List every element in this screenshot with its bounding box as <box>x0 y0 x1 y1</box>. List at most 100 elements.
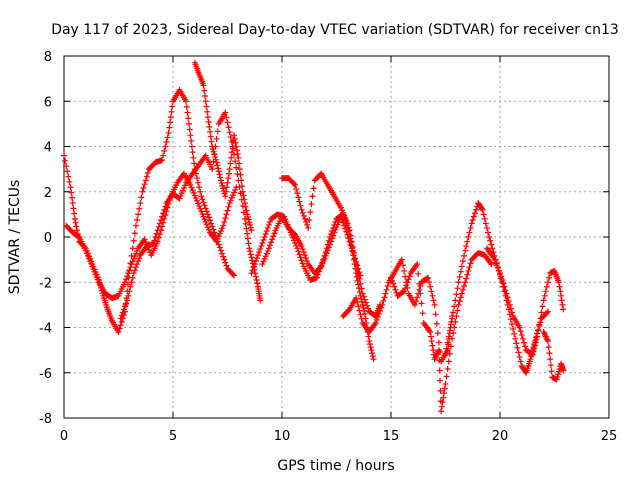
data-point <box>498 273 505 280</box>
data-point <box>231 189 238 196</box>
data-point <box>555 279 562 286</box>
data-point <box>293 186 300 193</box>
data-point <box>361 310 368 317</box>
data-point <box>451 303 458 310</box>
data-point <box>478 205 485 212</box>
data-point <box>226 166 233 173</box>
data-point <box>140 184 147 191</box>
data-point <box>345 224 352 231</box>
data-point <box>191 192 198 199</box>
data-point <box>348 239 355 246</box>
y-tick-label: -8 <box>39 412 52 427</box>
data-point <box>143 173 150 180</box>
data-point <box>199 196 206 203</box>
data-point <box>456 298 463 305</box>
data-point <box>403 282 410 289</box>
data-point <box>134 261 141 268</box>
data-point <box>463 275 470 282</box>
data-point <box>218 180 225 187</box>
data-point <box>461 283 468 290</box>
data-point <box>183 103 190 110</box>
data-point <box>201 216 208 223</box>
data-point <box>357 272 364 279</box>
data-point <box>493 262 500 269</box>
data-point <box>198 208 205 215</box>
data-point <box>374 313 381 320</box>
data-point <box>501 283 508 290</box>
data-point <box>212 156 219 163</box>
data-point <box>123 300 130 307</box>
data-point <box>290 230 297 237</box>
data-point <box>228 149 235 156</box>
data-point <box>520 339 527 346</box>
data-point <box>346 231 353 238</box>
data-point <box>536 321 543 328</box>
data-point <box>355 281 362 288</box>
x-tick-label: 0 <box>60 429 68 444</box>
data-point <box>382 290 389 297</box>
data-point <box>411 301 418 308</box>
data-point <box>296 251 303 258</box>
data-point <box>427 333 434 340</box>
data-point <box>430 297 437 304</box>
data-point <box>360 304 367 311</box>
data-point <box>223 114 230 121</box>
data-point <box>456 273 463 280</box>
data-point <box>225 170 232 177</box>
data-point <box>431 301 438 308</box>
data-point <box>231 135 238 142</box>
y-tick-label: 0 <box>44 231 52 246</box>
data-point <box>467 260 474 267</box>
data-point <box>180 184 187 191</box>
data-point <box>135 211 142 218</box>
data-point <box>201 202 208 209</box>
data-point <box>217 227 224 234</box>
data-point <box>136 205 143 212</box>
data-point <box>217 247 224 254</box>
data-point <box>227 160 234 167</box>
data-point <box>468 220 475 227</box>
data-point <box>90 266 97 273</box>
data-point <box>94 276 101 283</box>
data-point <box>196 184 203 191</box>
data-point <box>331 229 338 236</box>
data-point <box>239 203 246 210</box>
data-point <box>205 226 212 233</box>
data-point <box>369 353 376 360</box>
data-point <box>248 270 255 277</box>
data-point <box>298 243 305 250</box>
data-point <box>216 244 223 251</box>
data-point <box>512 335 519 342</box>
data-point <box>189 149 196 156</box>
data-point <box>298 257 305 264</box>
data-point <box>441 385 448 392</box>
data-point <box>73 223 80 230</box>
data-point <box>259 261 266 268</box>
data-point <box>455 279 462 286</box>
data-point <box>159 157 166 164</box>
data-point <box>167 114 174 121</box>
data-point <box>300 212 307 219</box>
data-point <box>183 98 190 105</box>
data-point <box>68 189 75 196</box>
data-point <box>216 171 223 178</box>
data-point <box>480 211 487 218</box>
data-point <box>356 269 363 276</box>
data-point <box>430 347 437 354</box>
data-point <box>459 286 466 293</box>
data-point <box>202 218 209 225</box>
data-point <box>330 232 337 239</box>
data-point <box>384 283 391 290</box>
data-point <box>268 239 275 246</box>
data-point <box>306 217 313 224</box>
data-point <box>224 207 231 214</box>
data-points <box>61 59 567 415</box>
data-point <box>353 270 360 277</box>
data-point <box>161 206 168 213</box>
data-point <box>209 166 216 173</box>
data-point <box>290 180 297 187</box>
data-point <box>223 211 230 218</box>
data-point <box>508 309 515 316</box>
data-point <box>389 277 396 284</box>
